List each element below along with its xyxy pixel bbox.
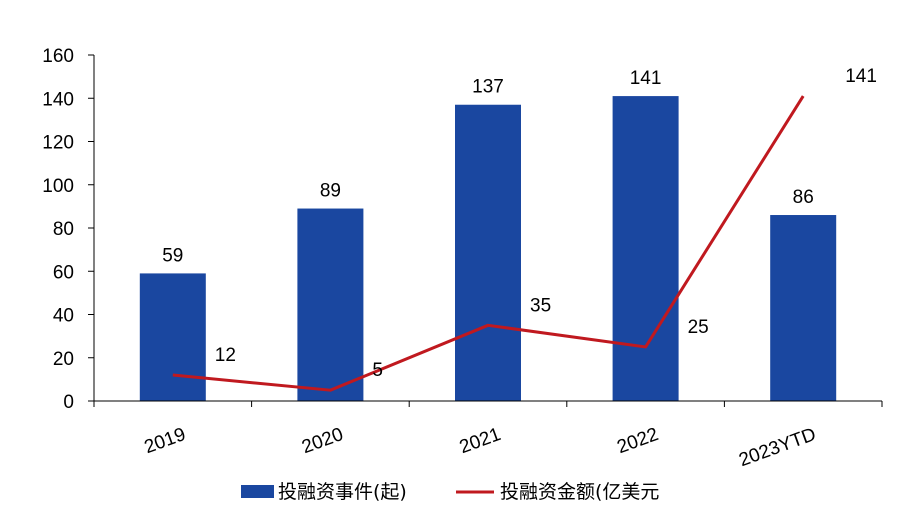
line-value-label: 12 bbox=[215, 345, 236, 366]
y-axis: 0 20 40 60 80 100 120 140 160 bbox=[42, 46, 95, 413]
legend-label-bar: 投融资事件(起) bbox=[278, 481, 407, 503]
data-labels: 59 89 137 141 86 12 5 35 25 141 bbox=[162, 66, 877, 381]
x-tick-label: 2020 bbox=[299, 424, 346, 458]
bar bbox=[297, 208, 364, 401]
y-tick-label: 160 bbox=[42, 46, 74, 67]
bar bbox=[770, 215, 837, 401]
line-value-label: 5 bbox=[372, 360, 383, 381]
y-tick-label: 20 bbox=[53, 349, 74, 370]
line-value-label: 25 bbox=[688, 317, 709, 338]
line-value-label: 35 bbox=[530, 295, 551, 316]
legend-label-line: 投融资金额(亿美元 bbox=[500, 481, 659, 503]
x-tick-label: 2019 bbox=[142, 424, 189, 458]
bar-value-label: 89 bbox=[320, 181, 341, 202]
y-tick-label: 40 bbox=[53, 306, 74, 327]
x-tick-label: 2022 bbox=[614, 424, 661, 458]
bar-value-label: 59 bbox=[162, 245, 183, 266]
legend-swatch-bar bbox=[241, 485, 274, 498]
line-value-label: 141 bbox=[845, 66, 877, 87]
bar-series bbox=[139, 96, 837, 402]
legend: 投融资事件(起) 投融资金额(亿美元 bbox=[241, 481, 659, 503]
x-axis: 2019 2020 2021 2022 2023YTD bbox=[93, 400, 883, 471]
bar-value-label: 141 bbox=[630, 68, 662, 89]
x-tick-label: 2023YTD bbox=[736, 424, 819, 471]
y-tick-label: 60 bbox=[53, 262, 74, 283]
line-series bbox=[172, 95, 805, 392]
y-tick-label: 140 bbox=[42, 89, 74, 110]
bar-value-label: 137 bbox=[472, 77, 504, 98]
line-path bbox=[172, 95, 805, 392]
y-tick-label: 0 bbox=[63, 392, 74, 413]
x-tick-label: 2021 bbox=[457, 424, 504, 458]
bar-value-label: 86 bbox=[793, 187, 814, 208]
y-tick-label: 120 bbox=[42, 133, 74, 154]
bar bbox=[612, 96, 679, 402]
y-tick-label: 100 bbox=[42, 176, 74, 197]
y-tick-label: 80 bbox=[53, 219, 74, 240]
bar bbox=[455, 104, 521, 402]
bar bbox=[139, 273, 206, 401]
